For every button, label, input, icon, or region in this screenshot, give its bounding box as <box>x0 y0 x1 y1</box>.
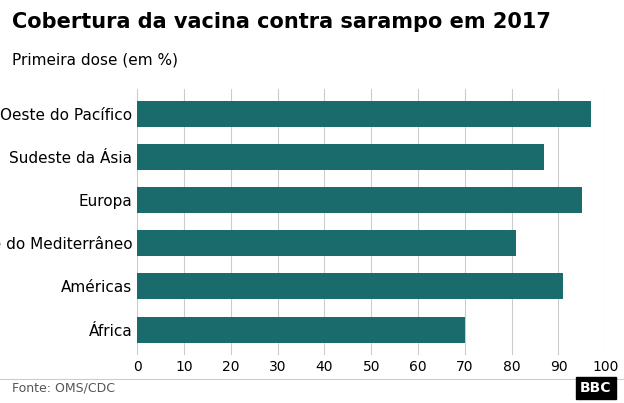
Bar <box>137 101 592 127</box>
Bar <box>137 144 544 170</box>
Bar <box>137 230 517 256</box>
Text: Fonte: OMS/CDC: Fonte: OMS/CDC <box>12 382 115 395</box>
Text: BBC: BBC <box>580 381 612 395</box>
Text: Cobertura da vacina contra sarampo em 2017: Cobertura da vacina contra sarampo em 20… <box>12 12 552 32</box>
Text: Primeira dose (em %): Primeira dose (em %) <box>12 52 178 67</box>
Bar <box>137 187 582 213</box>
Bar <box>137 274 563 299</box>
Bar <box>137 317 465 343</box>
